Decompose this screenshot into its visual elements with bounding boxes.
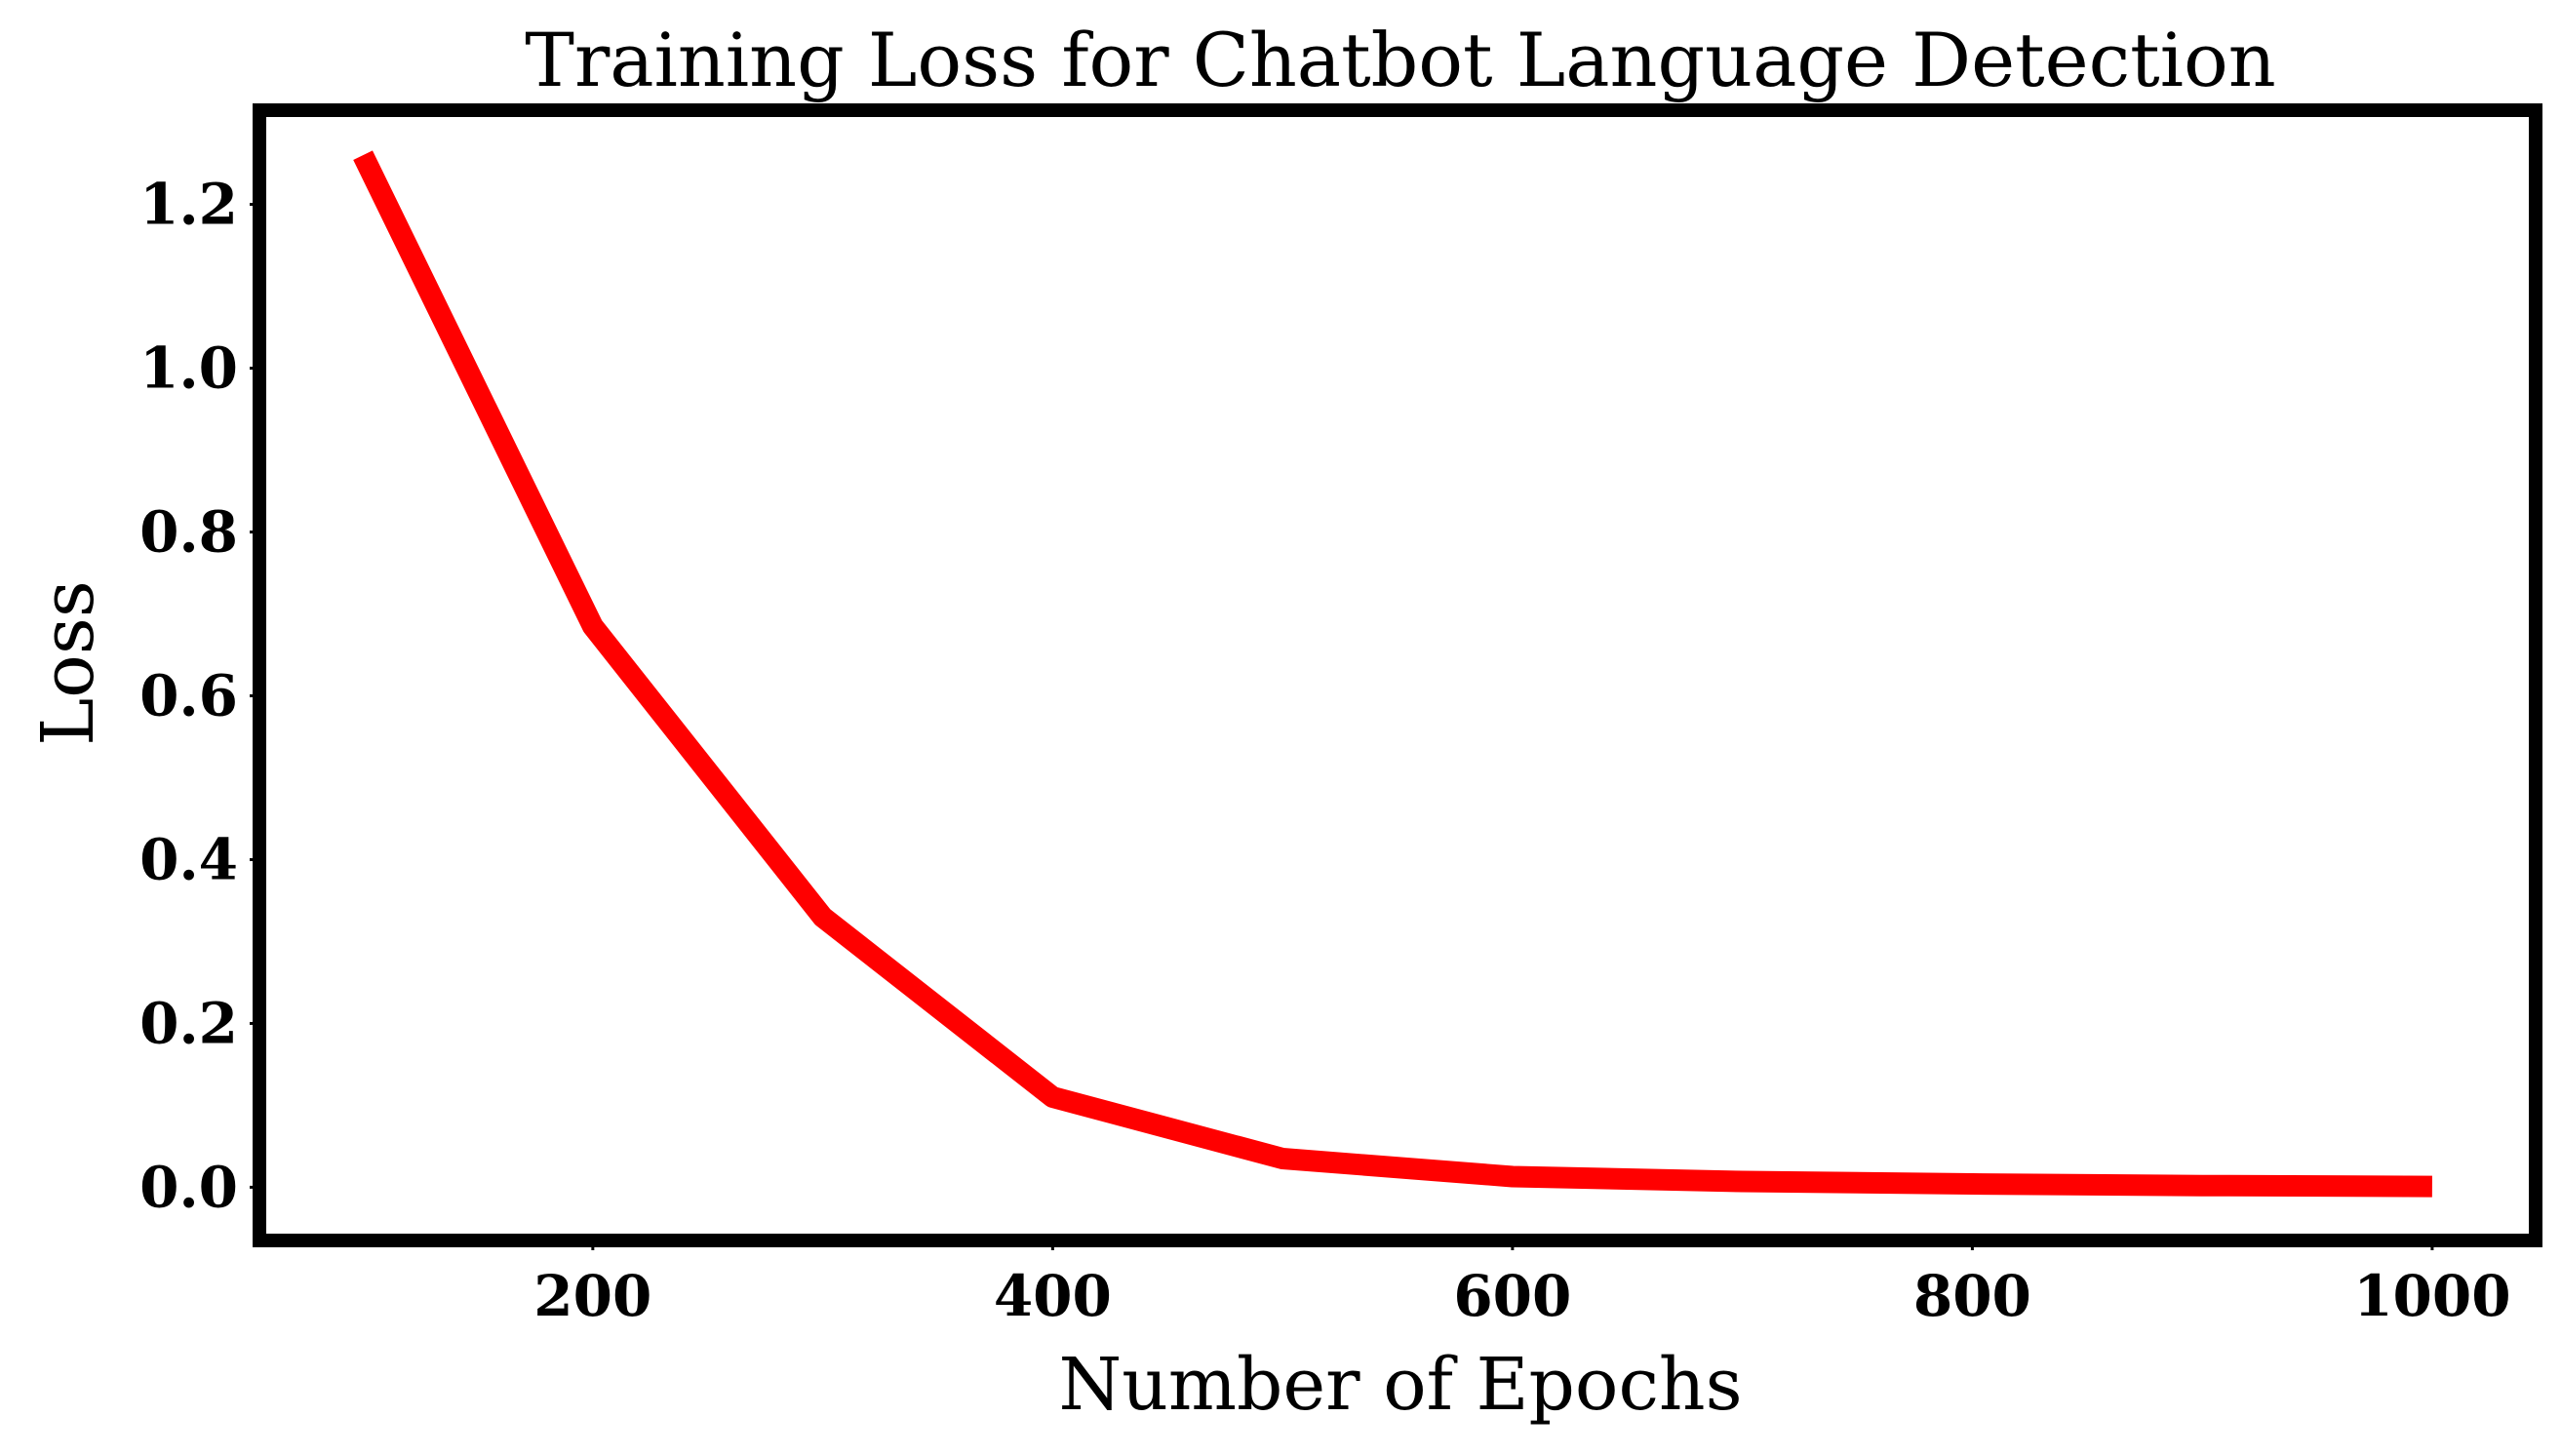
y-axis-label: Loss — [26, 580, 110, 746]
x-tick-label: 600 — [1453, 1263, 1571, 1329]
chart-title: Training Loss for Chatbot Language Detec… — [525, 17, 2275, 103]
plot-area: 200 400 600 800 1000 0.0 0.2 0.4 0.6 0.8 1.0 1.2 — [139, 103, 2542, 1329]
y-tick-label: 1.0 — [139, 335, 238, 402]
y-tick-label: 0.2 — [139, 990, 238, 1056]
x-tick-label: 800 — [1913, 1263, 2031, 1329]
x-tick-label: 200 — [533, 1263, 651, 1329]
y-tick-label: 0.0 — [139, 1154, 238, 1220]
plot-frame — [253, 103, 2542, 1247]
x-tick-label: 1000 — [2353, 1263, 2510, 1329]
y-tick-label: 1.2 — [139, 172, 238, 238]
series-lines — [353, 150, 2432, 1198]
x-axis-label: Number of Epochs — [1058, 1343, 1742, 1427]
y-tick-label: 0.8 — [139, 499, 238, 566]
series-line-0 — [353, 150, 2432, 1198]
y-axis-ticks: 0.0 0.2 0.4 0.6 0.8 1.0 1.2 — [139, 172, 259, 1220]
x-axis-ticks: 200 400 600 800 1000 — [533, 1240, 2511, 1329]
x-tick-label: 400 — [994, 1263, 1112, 1329]
y-tick-label: 0.6 — [139, 662, 238, 728]
y-tick-label: 0.4 — [139, 826, 238, 892]
